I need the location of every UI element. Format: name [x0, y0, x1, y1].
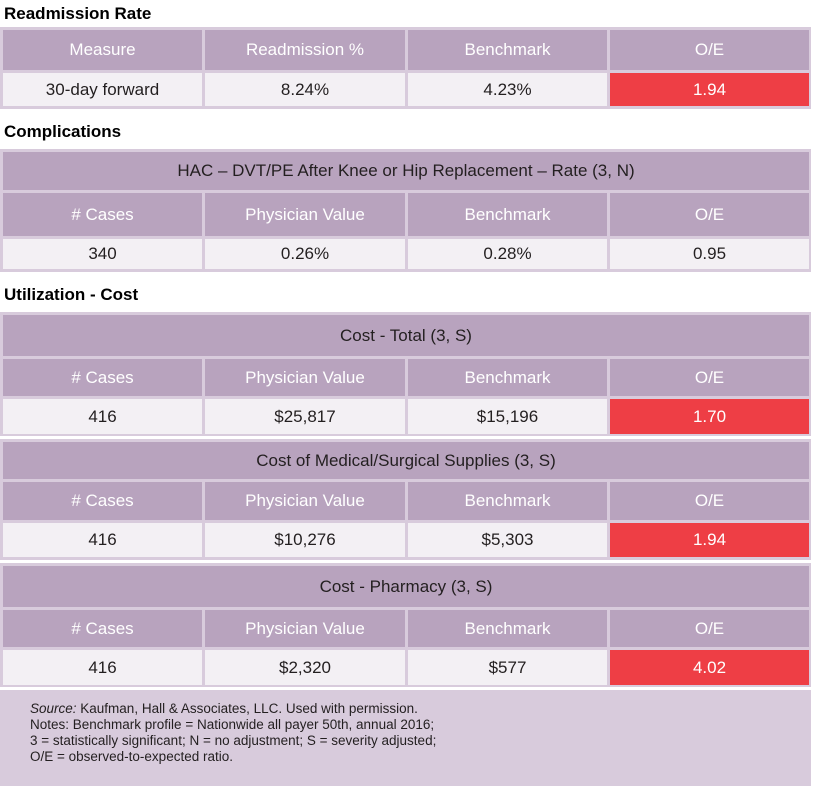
- notes-line-oe: O/E = observed-to-expected ratio.: [30, 749, 233, 764]
- source-text: Kaufman, Hall & Associates, LLC. Used wi…: [76, 701, 418, 716]
- cell-cases: 416: [3, 523, 202, 557]
- source-label: Source:: [30, 701, 77, 716]
- cell-cases: 416: [3, 650, 202, 685]
- cell-benchmark: $15,196: [408, 399, 607, 434]
- footnotes: Source: Kaufman, Hall & Associates, LLC.…: [0, 690, 811, 786]
- header-oe: O/E: [610, 193, 809, 236]
- header-cases: # Cases: [3, 193, 202, 236]
- cell-oe-flagged: 1.70: [610, 399, 809, 434]
- header-benchmark: Benchmark: [408, 193, 607, 236]
- cell-physician-value: $25,817: [205, 399, 405, 434]
- header-physician-value: Physician Value: [205, 482, 405, 520]
- cell-benchmark: $5,303: [408, 523, 607, 557]
- complications-table: HAC – DVT/PE After Knee or Hip Replaceme…: [0, 149, 811, 272]
- cell-benchmark: $577: [408, 650, 607, 685]
- complications-subtitle: HAC – DVT/PE After Knee or Hip Replaceme…: [3, 152, 809, 190]
- cell-readmission-pct: 8.24%: [205, 73, 405, 106]
- header-benchmark: Benchmark: [408, 610, 607, 647]
- readmission-table: Measure Readmission % Benchmark O/E 30-d…: [0, 27, 811, 109]
- header-physician-value: Physician Value: [205, 193, 405, 236]
- section-title-readmission: Readmission Rate: [4, 4, 152, 23]
- cost-supplies-subtitle: Cost of Medical/Surgical Supplies (3, S): [3, 442, 809, 479]
- header-benchmark: Benchmark: [408, 30, 607, 70]
- cost-total-table: Cost - Total (3, S) # Cases Physician Va…: [0, 312, 811, 436]
- notes-line-benchmark: Notes: Benchmark profile = Nationwide al…: [30, 717, 435, 732]
- header-cases: # Cases: [3, 359, 202, 396]
- header-oe: O/E: [610, 30, 809, 70]
- header-physician-value: Physician Value: [205, 359, 405, 396]
- cell-physician-value: 0.26%: [205, 239, 405, 269]
- cost-pharmacy-table: Cost - Pharmacy (3, S) # Cases Physician…: [0, 563, 811, 687]
- cell-oe: 0.95: [610, 239, 809, 269]
- cell-oe-flagged: 1.94: [610, 523, 809, 557]
- cell-measure: 30-day forward: [3, 73, 202, 106]
- cell-oe-flagged: 1.94: [610, 73, 809, 106]
- cell-benchmark: 0.28%: [408, 239, 607, 269]
- header-measure: Measure: [3, 30, 202, 70]
- cell-physician-value: $10,276: [205, 523, 405, 557]
- section-title-utilization: Utilization - Cost: [4, 285, 139, 304]
- header-benchmark: Benchmark: [408, 482, 607, 520]
- notes-line-legend: 3 = statistically significant; N = no ad…: [30, 733, 437, 748]
- header-cases: # Cases: [3, 610, 202, 647]
- header-cases: # Cases: [3, 482, 202, 520]
- header-physician-value: Physician Value: [205, 610, 405, 647]
- cell-cases: 340: [3, 239, 202, 269]
- header-benchmark: Benchmark: [408, 359, 607, 396]
- cost-pharmacy-subtitle: Cost - Pharmacy (3, S): [3, 566, 809, 607]
- cell-benchmark: 4.23%: [408, 73, 607, 106]
- cost-supplies-table: Cost of Medical/Surgical Supplies (3, S)…: [0, 439, 811, 560]
- cost-total-subtitle: Cost - Total (3, S): [3, 315, 809, 356]
- header-oe: O/E: [610, 610, 809, 647]
- cell-cases: 416: [3, 399, 202, 434]
- header-readmission-pct: Readmission %: [205, 30, 405, 70]
- cell-oe-flagged: 4.02: [610, 650, 809, 685]
- header-oe: O/E: [610, 482, 809, 520]
- header-oe: O/E: [610, 359, 809, 396]
- section-title-complications: Complications: [4, 122, 122, 141]
- source-line: Source: Kaufman, Hall & Associates, LLC.…: [30, 701, 811, 717]
- cell-physician-value: $2,320: [205, 650, 405, 685]
